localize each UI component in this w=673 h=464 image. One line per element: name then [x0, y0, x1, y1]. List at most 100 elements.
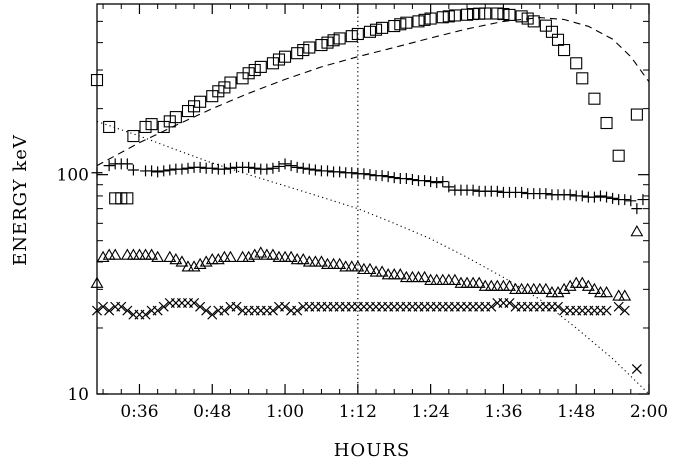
plus-marker: [437, 176, 449, 188]
cross-marker: [207, 309, 218, 320]
cross-marker: [201, 305, 212, 316]
series-2: [90, 225, 644, 301]
plus-marker: [467, 184, 479, 196]
plus-marker: [406, 174, 418, 186]
square-marker: [558, 43, 571, 57]
x-tick-label: 0:36: [120, 402, 158, 422]
triangle-marker: [163, 250, 177, 262]
plus-marker: [346, 167, 358, 179]
square-marker: [272, 53, 286, 66]
plus-marker: [491, 185, 503, 197]
plus-marker: [516, 186, 528, 198]
triangle-marker: [96, 250, 110, 262]
cross-marker: [292, 305, 303, 316]
square-marker: [588, 92, 601, 105]
triangle-marker: [284, 250, 298, 262]
square-marker: [503, 8, 516, 21]
triangle-marker: [363, 262, 377, 275]
square-marker: [376, 21, 389, 34]
x-tick-label: 1:48: [557, 402, 595, 422]
square-marker: [254, 60, 267, 73]
square-marker: [442, 10, 455, 23]
square-marker: [551, 33, 565, 46]
triangle-marker: [418, 270, 432, 283]
cross-marker: [552, 301, 564, 312]
square-marker: [291, 47, 304, 60]
y-axis-label: ENERGY keV: [10, 134, 31, 266]
plus-marker: [267, 162, 279, 174]
square-marker: [570, 57, 583, 70]
triangle-marker: [557, 282, 571, 295]
plus-marker: [218, 163, 230, 175]
plus-marker: [146, 165, 158, 177]
triangle-marker: [630, 225, 644, 237]
plus-marker: [164, 164, 176, 176]
cross-marker: [504, 297, 515, 309]
cross-marker: [189, 297, 200, 309]
square-marker: [218, 81, 231, 94]
square-marker: [467, 7, 480, 21]
plus-marker: [400, 173, 412, 185]
square-marker: [515, 10, 528, 23]
square-marker: [127, 129, 140, 143]
square-marker: [436, 11, 449, 24]
triangle-marker: [248, 248, 262, 260]
dashed-curve: [96, 17, 650, 167]
triangle-marker: [224, 250, 237, 262]
square-marker: [448, 9, 461, 22]
triangle-marker: [211, 252, 225, 265]
cross-marker: [219, 305, 230, 316]
plus-marker: [637, 194, 649, 206]
triangle-marker: [333, 257, 347, 270]
plus-marker: [158, 165, 170, 177]
plus-marker: [243, 161, 255, 173]
triangle-marker: [581, 279, 595, 291]
square-marker: [412, 15, 425, 28]
plus-marker: [273, 160, 285, 172]
square-marker: [163, 115, 176, 128]
plus-marker: [382, 171, 394, 183]
square-marker: [612, 149, 625, 162]
square-marker: [460, 8, 474, 21]
plus-marker: [291, 161, 303, 173]
square-marker: [539, 19, 552, 32]
square-marker: [388, 20, 401, 33]
plus-marker: [588, 191, 600, 203]
triangle-marker: [393, 268, 407, 280]
triangle-marker: [472, 276, 486, 288]
triangle-marker: [145, 248, 159, 260]
plus-marker: [297, 162, 309, 174]
square-marker: [600, 116, 613, 130]
plus-marker: [309, 164, 321, 176]
triangle-marker: [242, 250, 256, 262]
square-marker: [278, 50, 292, 63]
cross-marker: [116, 301, 127, 312]
square-marker: [109, 192, 122, 205]
plus-marker: [121, 158, 133, 170]
square-marker: [315, 38, 328, 52]
square-marker: [400, 16, 413, 29]
square-marker: [394, 18, 407, 31]
square-marker: [181, 105, 195, 118]
x-tick-label: 0:48: [193, 402, 231, 422]
triangle-marker: [254, 246, 268, 258]
triangle-marker: [296, 252, 310, 265]
square-marker: [521, 12, 534, 25]
axes: 0:36 0:48 1:00 1:12 1:24 1:36 1:48 2:00 10 100: [57, 3, 668, 422]
triangle-marker: [187, 260, 201, 272]
plus-marker: [127, 164, 139, 176]
cross-marker: [195, 301, 206, 312]
series-5: [96, 120, 650, 395]
cross-marker: [631, 363, 642, 375]
square-marker: [297, 43, 310, 57]
square-marker: [212, 85, 225, 98]
plus-marker: [419, 175, 431, 187]
plus-marker: [625, 195, 637, 207]
cross-marker: [613, 301, 624, 312]
square-marker: [194, 95, 207, 108]
y-tick-label: 100: [57, 166, 89, 186]
cross-marker: [98, 301, 109, 312]
plus-marker: [601, 191, 613, 203]
square-marker: [418, 13, 431, 26]
